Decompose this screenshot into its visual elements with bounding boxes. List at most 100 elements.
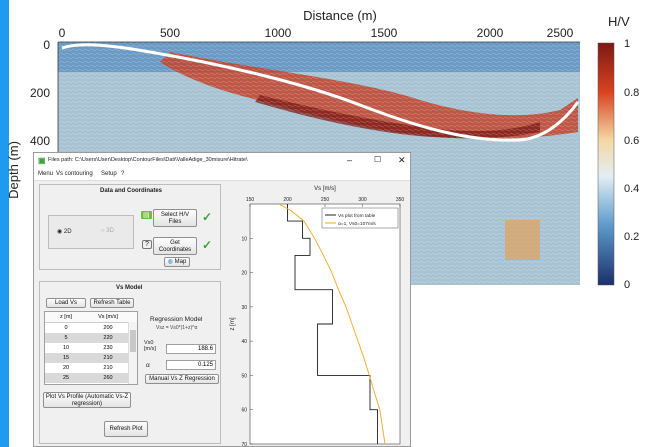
y-axis-title: Depth (m)	[6, 141, 21, 199]
select-hv-files-button[interactable]: Select H/V Files	[153, 209, 197, 227]
x-tick-label: 300	[358, 197, 367, 203]
x-tick-label: 500	[160, 26, 180, 40]
refresh-table-button[interactable]: Refresh Table	[90, 298, 134, 308]
y-tick-label: 10	[241, 236, 247, 242]
table-cell-z[interactable]: 25	[62, 375, 70, 381]
y-tick-label: 20	[241, 271, 247, 277]
table-cell-z[interactable]: 0	[64, 325, 68, 331]
plot-vs-profile-button[interactable]: Plot Vs Profile (Automatic Vs-Z regressi…	[43, 392, 131, 408]
dimension-group: ◉ 2D ○ 3D	[48, 215, 134, 249]
bedrock-interface-line	[61, 43, 580, 142]
close-icon[interactable]: ✕	[398, 155, 406, 165]
hv-image-side-patch	[505, 220, 540, 260]
left-accent-bar	[0, 0, 9, 447]
alpha-label: α	[146, 362, 150, 369]
window-title-path: Files path: C:\Users\User\Desktop\Contou…	[48, 157, 248, 163]
series-line	[278, 203, 386, 445]
map-button[interactable]: ◍ Map	[164, 257, 190, 267]
maximize-icon[interactable]: ☐	[374, 155, 382, 164]
x-tick-label: 150	[246, 197, 255, 203]
vs0-label-text: Vs0 [m/s]	[144, 340, 156, 352]
refresh-plot-button[interactable]: Refresh Plot	[104, 421, 148, 437]
series-line	[287, 204, 378, 444]
panel-title: Data and Coordinates	[100, 188, 163, 194]
x-tick-label: 1500	[371, 26, 398, 40]
x-tick-label: 2500	[547, 26, 574, 40]
x-tick-label: 200	[283, 197, 292, 203]
y-tick-label: 40	[241, 339, 247, 345]
radio-3d-label: 3D	[106, 228, 114, 234]
vs0-label: Vs0 [m/s]	[144, 340, 162, 352]
table-cell-vs[interactable]: 210	[103, 365, 113, 371]
menu-item-help[interactable]: ?	[121, 171, 125, 177]
panel-title: Vs Model	[116, 285, 143, 291]
colorbar-tick: 1	[624, 38, 630, 50]
y-tick-label: 70	[241, 442, 247, 446]
vs-table[interactable]: z [m] Vs [m/s] 0 200 5 220 10 230 15 210 20 2…	[44, 311, 138, 385]
menu-bar: Menu Vs contouring Setup ?	[34, 169, 410, 181]
radio-3d[interactable]: ○ 3D	[101, 228, 114, 234]
table-cell-vs[interactable]: 200	[103, 325, 113, 331]
regression-formula: Vsz = Vs0*(1+z)^α	[156, 325, 198, 331]
colorbar-tick: 0.8	[624, 87, 639, 99]
x-axis-title: Distance (m)	[303, 8, 377, 23]
table-cell-z[interactable]: 5	[64, 335, 68, 341]
table-cell-z[interactable]: 15	[62, 355, 70, 361]
column-header-z-label: z [m]	[60, 314, 72, 320]
table-row[interactable]: 10 230	[45, 343, 137, 353]
legend-label: Vs plot from table	[338, 213, 376, 219]
table-row[interactable]: 20 210	[45, 363, 137, 373]
x-tick-label: 350	[396, 197, 405, 203]
vs-contouring-window: ▣ Files path: C:\Users\User\Desktop\Cont…	[33, 152, 411, 447]
y-tick-label: 0	[43, 38, 50, 52]
get-coordinates-button[interactable]: Get Coordinates	[153, 237, 197, 255]
manual-vs-z-regression-button[interactable]: Manual Vs Z Regression	[145, 374, 219, 384]
legend-label: α=1, Vs0=107m/s	[338, 221, 376, 227]
app-icon: ▣	[38, 156, 46, 165]
colorbar-title: H/V	[608, 14, 630, 29]
colorbar-tick: 0.6	[624, 135, 639, 147]
menu-item-menu[interactable]: Menu	[38, 171, 54, 177]
radio-2d[interactable]: ◉ 2D	[57, 229, 72, 235]
menu-item-vs-contouring[interactable]: Vs contouring	[56, 171, 93, 177]
table-cell-vs[interactable]: 260	[103, 375, 113, 381]
table-header: z [m] Vs [m/s]	[45, 312, 137, 323]
table-row[interactable]: 0 200	[45, 323, 137, 333]
window-titlebar: ▣ Files path: C:\Users\User\Desktop\Cont…	[34, 153, 410, 169]
legend-box	[321, 207, 399, 229]
x-tick-label: 0	[59, 26, 66, 40]
vs-profile-chart: Vs [m/s] 150 200 250 300 350 10 20 30 40 50 60 70 z […	[230, 186, 405, 446]
globe-icon: ◍	[167, 259, 173, 265]
minimize-icon[interactable]: –	[347, 155, 353, 165]
column-header-z[interactable]: z [m]	[45, 312, 87, 322]
table-cell-z[interactable]: 20	[62, 365, 70, 371]
table-row[interactable]: 25 260	[45, 373, 137, 383]
colorbar	[597, 42, 615, 286]
data-coordinates-panel: Data and Coordinates ◉ 2D ○ 3D ▤ Select …	[39, 184, 221, 270]
files-loaded-check-icon: ✓	[202, 210, 213, 224]
y-tick-label: 200	[30, 86, 50, 100]
table-row[interactable]: 5 220	[45, 333, 137, 343]
map-button-label: Map	[174, 259, 187, 265]
table-cell-vs[interactable]: 210	[103, 355, 113, 361]
alpha-field[interactable]: 0.125	[166, 360, 216, 370]
menu-item-setup[interactable]: Setup	[101, 171, 117, 177]
table-row[interactable]: 15 210	[45, 353, 137, 363]
colorbar-tick: 0	[624, 279, 630, 291]
x-tick-label: 1000	[265, 26, 292, 40]
scrollbar-thumb[interactable]	[130, 330, 136, 352]
colorbar-tick: 0.4	[624, 183, 639, 195]
regression-title: Regression Model	[150, 316, 203, 323]
table-cell-vs[interactable]: 230	[103, 345, 113, 351]
table-cell-z[interactable]: 10	[62, 345, 70, 351]
coordinates-icon: ?	[142, 240, 152, 249]
vs0-field[interactable]: 188.6	[166, 344, 216, 354]
files-icon: ▤	[141, 211, 152, 219]
table-scrollbar[interactable]	[128, 322, 137, 384]
load-vs-button[interactable]: Load Vs	[46, 298, 86, 308]
column-header-vs[interactable]: Vs [m/s]	[87, 312, 129, 322]
table-cell-vs[interactable]: 220	[103, 335, 113, 341]
y-tick-label: 50	[241, 373, 247, 379]
y-tick-label: 60	[241, 408, 247, 414]
radio-2d-label: 2D	[63, 229, 72, 235]
